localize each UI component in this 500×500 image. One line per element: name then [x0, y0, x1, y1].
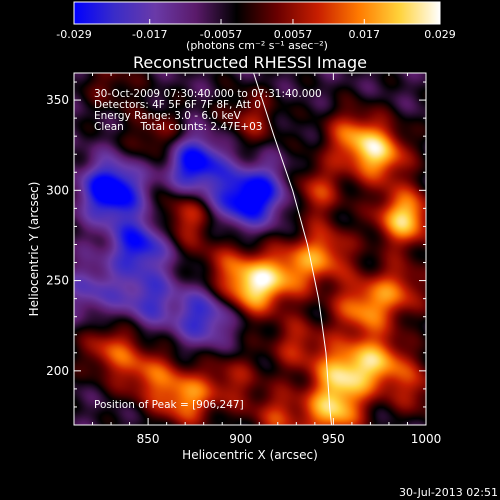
colorbar-tick-label: -0.029 [56, 28, 91, 41]
info-line-clean: Clean Total counts: 2.47E+03 [94, 121, 263, 133]
x-axis-title: Heliocentric X (arcsec) [182, 448, 318, 462]
info-line-time: 30-Oct-2009 07:30:40.000 to 07:31:40.000 [94, 88, 322, 100]
y-tick-label: 200 [46, 364, 69, 378]
colorbar-tick-label: 0.0057 [274, 28, 313, 41]
info-line-energy: Energy Range: 3.0 - 6.0 keV [94, 110, 242, 122]
y-axis-title: Heliocentric Y (arcsec) [27, 182, 41, 317]
colorbar: -0.029 -0.017 -0.0057 0.0057 0.017 0.029 (pho… [56, 1, 456, 52]
colorbar-ticks: -0.029 -0.017 -0.0057 0.0057 0.017 0.029 [56, 19, 456, 41]
colorbar-tick-label: -0.0057 [200, 28, 242, 41]
axes: 850 900 950 1000 200 250 300 350 [46, 73, 441, 446]
heatmap-area [74, 73, 426, 425]
peak-annotation: Position of Peak = [906,247] [94, 399, 244, 411]
y-tick-label: 250 [46, 274, 69, 288]
info-line-detectors: Detectors: 4F 5F 6F 7F 8F, Att 0 [94, 99, 261, 111]
colorbar-tick-label: 0.017 [349, 28, 381, 41]
footer-timestamp: 30-Jul-2013 02:51 [399, 486, 498, 499]
x-tick-label: 950 [322, 432, 345, 446]
x-tick-label: 900 [229, 432, 252, 446]
colorbar-tick-label: -0.017 [132, 28, 167, 41]
plot-frame [73, 72, 427, 426]
colorbar-units-label: (photons cm⁻² s⁻¹ asec⁻²) [186, 39, 328, 52]
solar-limb-curve [253, 73, 333, 425]
chart-title: Reconstructed RHESSI Image [133, 53, 367, 72]
y-tick-label: 350 [46, 93, 69, 107]
x-tick-label: 1000 [411, 432, 442, 446]
x-tick-label: 850 [137, 432, 160, 446]
info-block: 30-Oct-2009 07:30:40.000 to 07:31:40.000… [94, 88, 322, 133]
colorbar-tick-label: 0.029 [424, 28, 456, 41]
colorbar-gradient [73, 1, 441, 25]
y-tick-label: 300 [46, 183, 69, 197]
